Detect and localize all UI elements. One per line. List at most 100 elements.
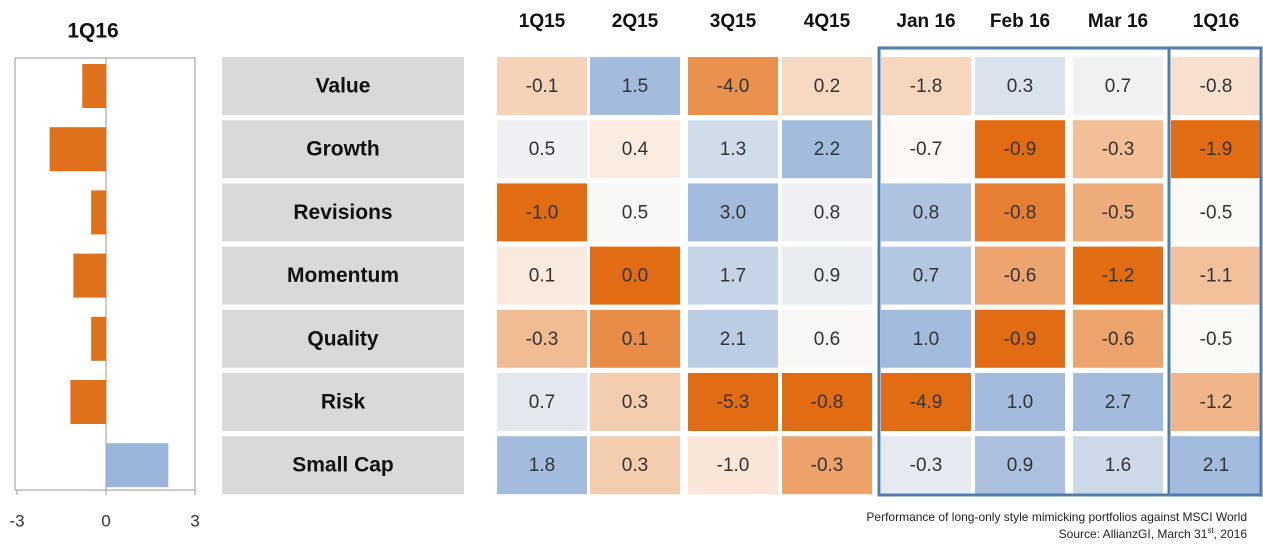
- cell-bg: [688, 373, 778, 431]
- bar: [106, 443, 169, 488]
- cell-value: -4.9: [910, 392, 943, 413]
- cell-value: 2.1: [720, 329, 746, 350]
- cell-bg: [688, 246, 778, 305]
- cell-bg: [975, 57, 1065, 115]
- cell-bg: [1171, 309, 1261, 368]
- cell-value: -1.9: [1200, 139, 1233, 160]
- cell-value: 0.7: [1105, 76, 1131, 97]
- cell-bg: [497, 57, 587, 115]
- table: 1Q15 -0.1 0.5 -1.0 0.1 -0.3 0.7 1.8 2Q15 1.5 0.4 0.…: [222, 11, 1261, 495]
- row-label: Small Cap: [292, 454, 394, 477]
- cell-value: 1.6: [1105, 455, 1131, 476]
- cell-value: -0.9: [1004, 329, 1037, 350]
- cell-bg: [881, 120, 971, 179]
- cell-bg: [881, 183, 971, 242]
- cell-value: -0.8: [1004, 202, 1037, 223]
- bar: [49, 127, 106, 172]
- cell-bg: [688, 309, 778, 368]
- cell-value: 2.1: [1203, 455, 1229, 476]
- cell-bg: [782, 183, 872, 242]
- cell-bg: [881, 436, 971, 495]
- cell-value: 0.9: [1007, 455, 1033, 476]
- cell-bg: [782, 373, 872, 431]
- cell-bg: [497, 246, 587, 305]
- cell-bg: [688, 120, 778, 179]
- cell-value: 0.3: [622, 455, 648, 476]
- column-header: 3Q15: [710, 11, 757, 32]
- cell-value: 0.8: [814, 202, 840, 223]
- source-text: , 2016: [1214, 527, 1248, 541]
- cell-value: -0.5: [1200, 202, 1233, 223]
- cell-bg: [782, 57, 872, 115]
- cell-bg: [1171, 57, 1261, 115]
- cell-value: -0.6: [1102, 329, 1135, 350]
- cell-value: 1.3: [720, 139, 746, 160]
- plot-frame: [14, 57, 196, 491]
- row-label-bg: [222, 57, 464, 115]
- cell-bg: [590, 436, 680, 495]
- cell-value: 0.7: [913, 266, 939, 287]
- cell-value: 0.1: [529, 266, 555, 287]
- cell-bg: [590, 309, 680, 368]
- cell-bg: [975, 120, 1065, 179]
- source-sup: st: [1207, 526, 1214, 535]
- cell-value: -0.3: [811, 455, 844, 476]
- cell-value: -0.3: [1102, 139, 1135, 160]
- bar: [91, 316, 106, 361]
- cell-bg: [497, 436, 587, 495]
- cell-bg: [1171, 120, 1261, 179]
- cell-bg: [590, 57, 680, 115]
- row-label: Momentum: [287, 264, 399, 287]
- cell-bg: [975, 246, 1065, 305]
- cell-bg: [688, 183, 778, 242]
- row-label: Revisions: [293, 201, 392, 224]
- cell-value: 2.7: [1105, 392, 1131, 413]
- cell-bg: [1073, 309, 1163, 368]
- cell-bg: [975, 436, 1065, 495]
- cell-bg: [881, 246, 971, 305]
- bar: [82, 64, 106, 108]
- cell-bg: [782, 120, 872, 179]
- cell-bg: [1171, 183, 1261, 242]
- bar: [73, 253, 106, 298]
- row-label-bg: [222, 120, 464, 179]
- bar: [91, 190, 106, 235]
- cell-value: 1.7: [720, 266, 746, 287]
- cell-bg: [1171, 246, 1261, 305]
- cell-value: 0.6: [814, 329, 840, 350]
- cell-value: 0.4: [622, 139, 649, 160]
- cell-bg: [1073, 57, 1163, 115]
- cell-value: -0.9: [1004, 139, 1037, 160]
- cell-value: 0.5: [529, 139, 555, 160]
- quarter-highlight: [1167, 46, 1263, 497]
- cell-bg: [1073, 373, 1163, 431]
- x-tick-label: -3: [9, 511, 24, 530]
- cell-value: -1.8: [910, 76, 943, 97]
- column-header: Mar 16: [1088, 11, 1148, 32]
- cell-bg: [497, 309, 587, 368]
- cell-bg: [1171, 436, 1261, 495]
- footnote: Performance of long-only style mimicking…: [866, 510, 1247, 524]
- cell-bg: [782, 246, 872, 305]
- row-label-bg: [222, 246, 464, 305]
- cell-bg: [782, 436, 872, 495]
- cell-value: 0.3: [622, 392, 648, 413]
- cell-value: -0.1: [526, 76, 559, 97]
- cell-value: -0.7: [910, 139, 943, 160]
- cell-value: 1.0: [1007, 392, 1033, 413]
- source: Source: AllianzGI, March 31st, 2016: [1059, 526, 1248, 541]
- bar-chart: -3 0 3: [9, 58, 200, 530]
- row-label-bg: [222, 436, 464, 495]
- chart-title: 1Q16: [67, 20, 118, 43]
- cell-value: 1.8: [529, 455, 555, 476]
- cell-bg: [497, 373, 587, 431]
- column-header: 2Q15: [612, 11, 659, 32]
- cell-bg: [975, 183, 1065, 242]
- cell-value: 0.1: [622, 329, 648, 350]
- cell-value: -0.8: [811, 392, 844, 413]
- cell-bg: [590, 246, 680, 305]
- row-label-bg: [222, 373, 464, 431]
- cell-value: 0.9: [814, 266, 840, 287]
- cell-bg: [590, 120, 680, 179]
